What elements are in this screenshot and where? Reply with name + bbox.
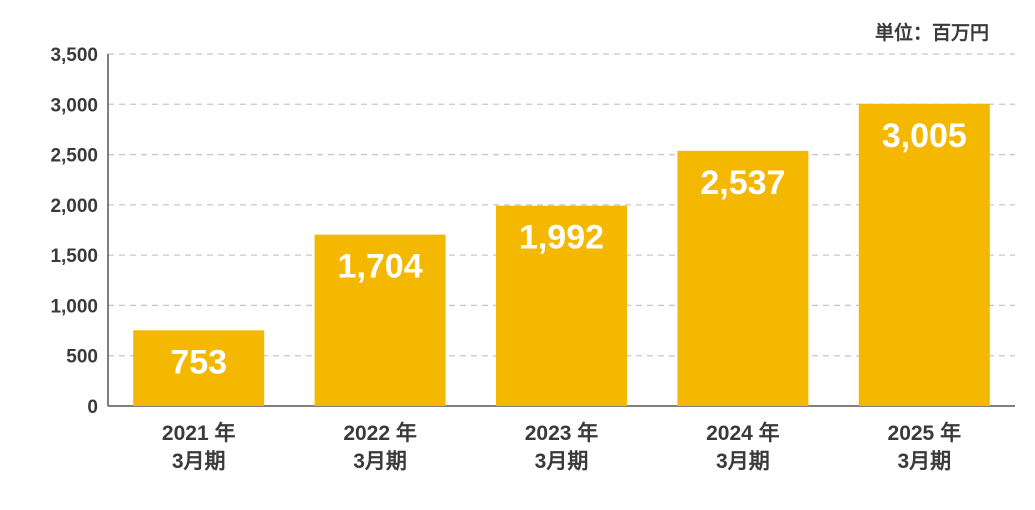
- bar: [133, 330, 265, 406]
- x-tick-label-period: 3月期: [716, 450, 770, 473]
- y-tick-label: 2,000: [50, 196, 98, 217]
- x-tick-label-period: 3月期: [897, 450, 951, 473]
- x-tick-label-period: 3月期: [172, 450, 226, 473]
- bar: [496, 205, 627, 406]
- x-tick-label-year: 2024 年: [706, 421, 780, 445]
- x-tick-label-period: 3月期: [353, 450, 407, 473]
- bar-value-label: 1,704: [338, 248, 423, 286]
- bar-value-label: 753: [170, 343, 227, 381]
- y-tick-label: 3,000: [50, 95, 98, 116]
- y-tick-label: 0: [87, 397, 98, 418]
- bar-value-label: 1,992: [519, 219, 604, 257]
- unit-label: 単位：百万円: [874, 22, 989, 44]
- y-tick-label: 1,000: [50, 296, 98, 317]
- x-tick-label-period: 3月期: [535, 450, 589, 473]
- x-tick-label-year: 2025 年: [888, 421, 962, 445]
- x-tick-label-year: 2023 年: [525, 421, 599, 445]
- bar-value-label: 3,005: [882, 117, 967, 155]
- y-tick-label: 2,500: [50, 146, 98, 167]
- x-tick-label-year: 2021 年: [162, 421, 236, 445]
- y-tick-label: 3,500: [50, 45, 98, 66]
- y-tick-label: 500: [66, 347, 98, 368]
- x-tick-label-year: 2022 年: [343, 421, 417, 445]
- bar: [677, 150, 809, 406]
- bar-value-label: 2,537: [700, 164, 785, 202]
- y-tick-label: 1,500: [50, 246, 98, 267]
- bar: [314, 234, 446, 406]
- bar: [858, 103, 990, 406]
